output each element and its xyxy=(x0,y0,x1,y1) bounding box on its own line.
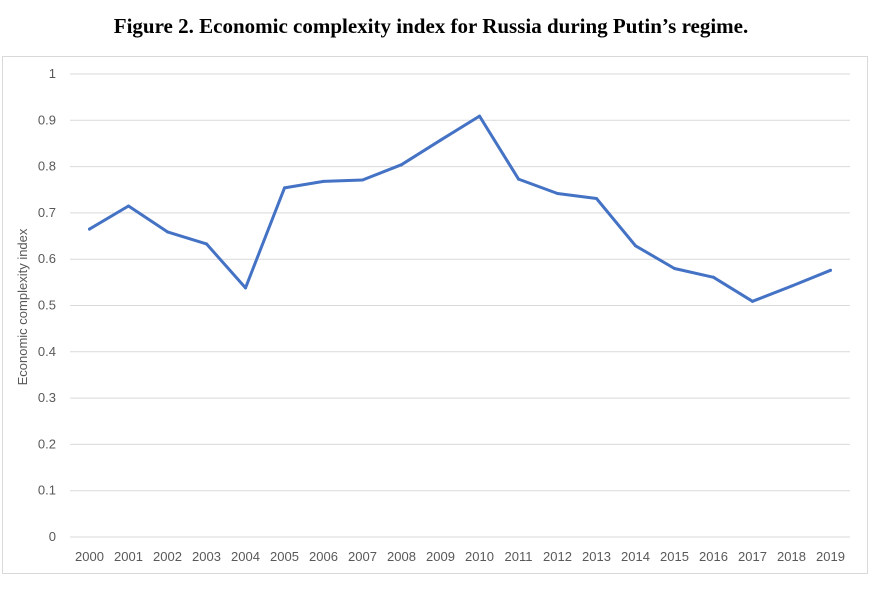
series-line-0 xyxy=(88,114,832,303)
y-tick-label: 0.9 xyxy=(38,112,56,127)
y-tick-label: 0.5 xyxy=(38,298,56,313)
x-tick-label: 2010 xyxy=(465,549,494,564)
x-tick-label: 2006 xyxy=(309,549,338,564)
x-tick-label: 2013 xyxy=(582,549,611,564)
x-tick-label: 2018 xyxy=(777,549,806,564)
x-tick-label: 2015 xyxy=(660,549,689,564)
y-tick-label: 1 xyxy=(49,66,56,81)
gridlines xyxy=(70,73,850,538)
y-tick-label: 0.1 xyxy=(38,483,56,498)
data-point xyxy=(439,138,442,142)
x-tick-label: 2000 xyxy=(75,549,104,564)
page-title: Figure 2. Economic complexity index for … xyxy=(113,14,749,38)
x-tick-label: 2016 xyxy=(699,549,728,564)
x-axis-ticks: 2000 2001 2002 2003 2004 2005 2006 2007 2008 2009… xyxy=(75,549,845,564)
y-tick-label: 0 xyxy=(49,529,56,544)
data-point xyxy=(478,114,481,118)
data-point xyxy=(127,204,130,208)
x-tick-label: 2019 xyxy=(816,549,845,564)
x-tick-label: 2007 xyxy=(348,549,377,564)
data-point xyxy=(790,284,793,288)
data-point xyxy=(205,242,208,246)
data-point xyxy=(595,197,598,201)
y-tick-label: 0.7 xyxy=(38,205,56,220)
data-point xyxy=(322,179,325,183)
data-point xyxy=(166,230,169,234)
data-point xyxy=(712,275,715,279)
data-point xyxy=(673,266,676,270)
x-tick-label: 2001 xyxy=(114,549,143,564)
data-point xyxy=(361,178,364,182)
x-tick-label: 2004 xyxy=(231,549,260,564)
y-tick-label: 0.4 xyxy=(38,344,56,359)
chart-area xyxy=(2,56,868,574)
y-tick-label: 0.2 xyxy=(38,436,56,451)
x-tick-label: 2011 xyxy=(505,549,533,564)
x-tick-label: 2005 xyxy=(270,549,299,564)
data-point xyxy=(556,191,559,195)
y-axis-ticks: 0 0.1 0.2 0.3 0.4 0.5 0.6 0.7 0.8 0.9 1 xyxy=(38,66,56,544)
y-tick-label: 0.8 xyxy=(38,159,56,174)
x-tick-label: 2014 xyxy=(621,549,650,564)
x-tick-label: 2002 xyxy=(153,549,182,564)
data-point xyxy=(400,163,403,167)
x-tick-label: 2008 xyxy=(387,549,416,564)
data-point xyxy=(751,299,754,303)
data-point xyxy=(283,186,286,190)
data-point xyxy=(517,177,520,181)
x-tick-label: 2017 xyxy=(738,549,767,564)
data-point xyxy=(88,227,91,231)
data-point xyxy=(244,286,247,290)
x-tick-label: 2012 xyxy=(543,549,572,564)
x-tick-label: 2009 xyxy=(426,549,455,564)
data-point xyxy=(634,244,637,248)
x-tick-label: 2003 xyxy=(192,549,221,564)
series-layer xyxy=(88,114,832,303)
y-axis-title: Economic complexity index xyxy=(15,228,30,385)
y-tick-label: 0.3 xyxy=(38,390,56,405)
y-tick-label: 0.6 xyxy=(38,251,56,266)
data-point xyxy=(829,268,832,272)
